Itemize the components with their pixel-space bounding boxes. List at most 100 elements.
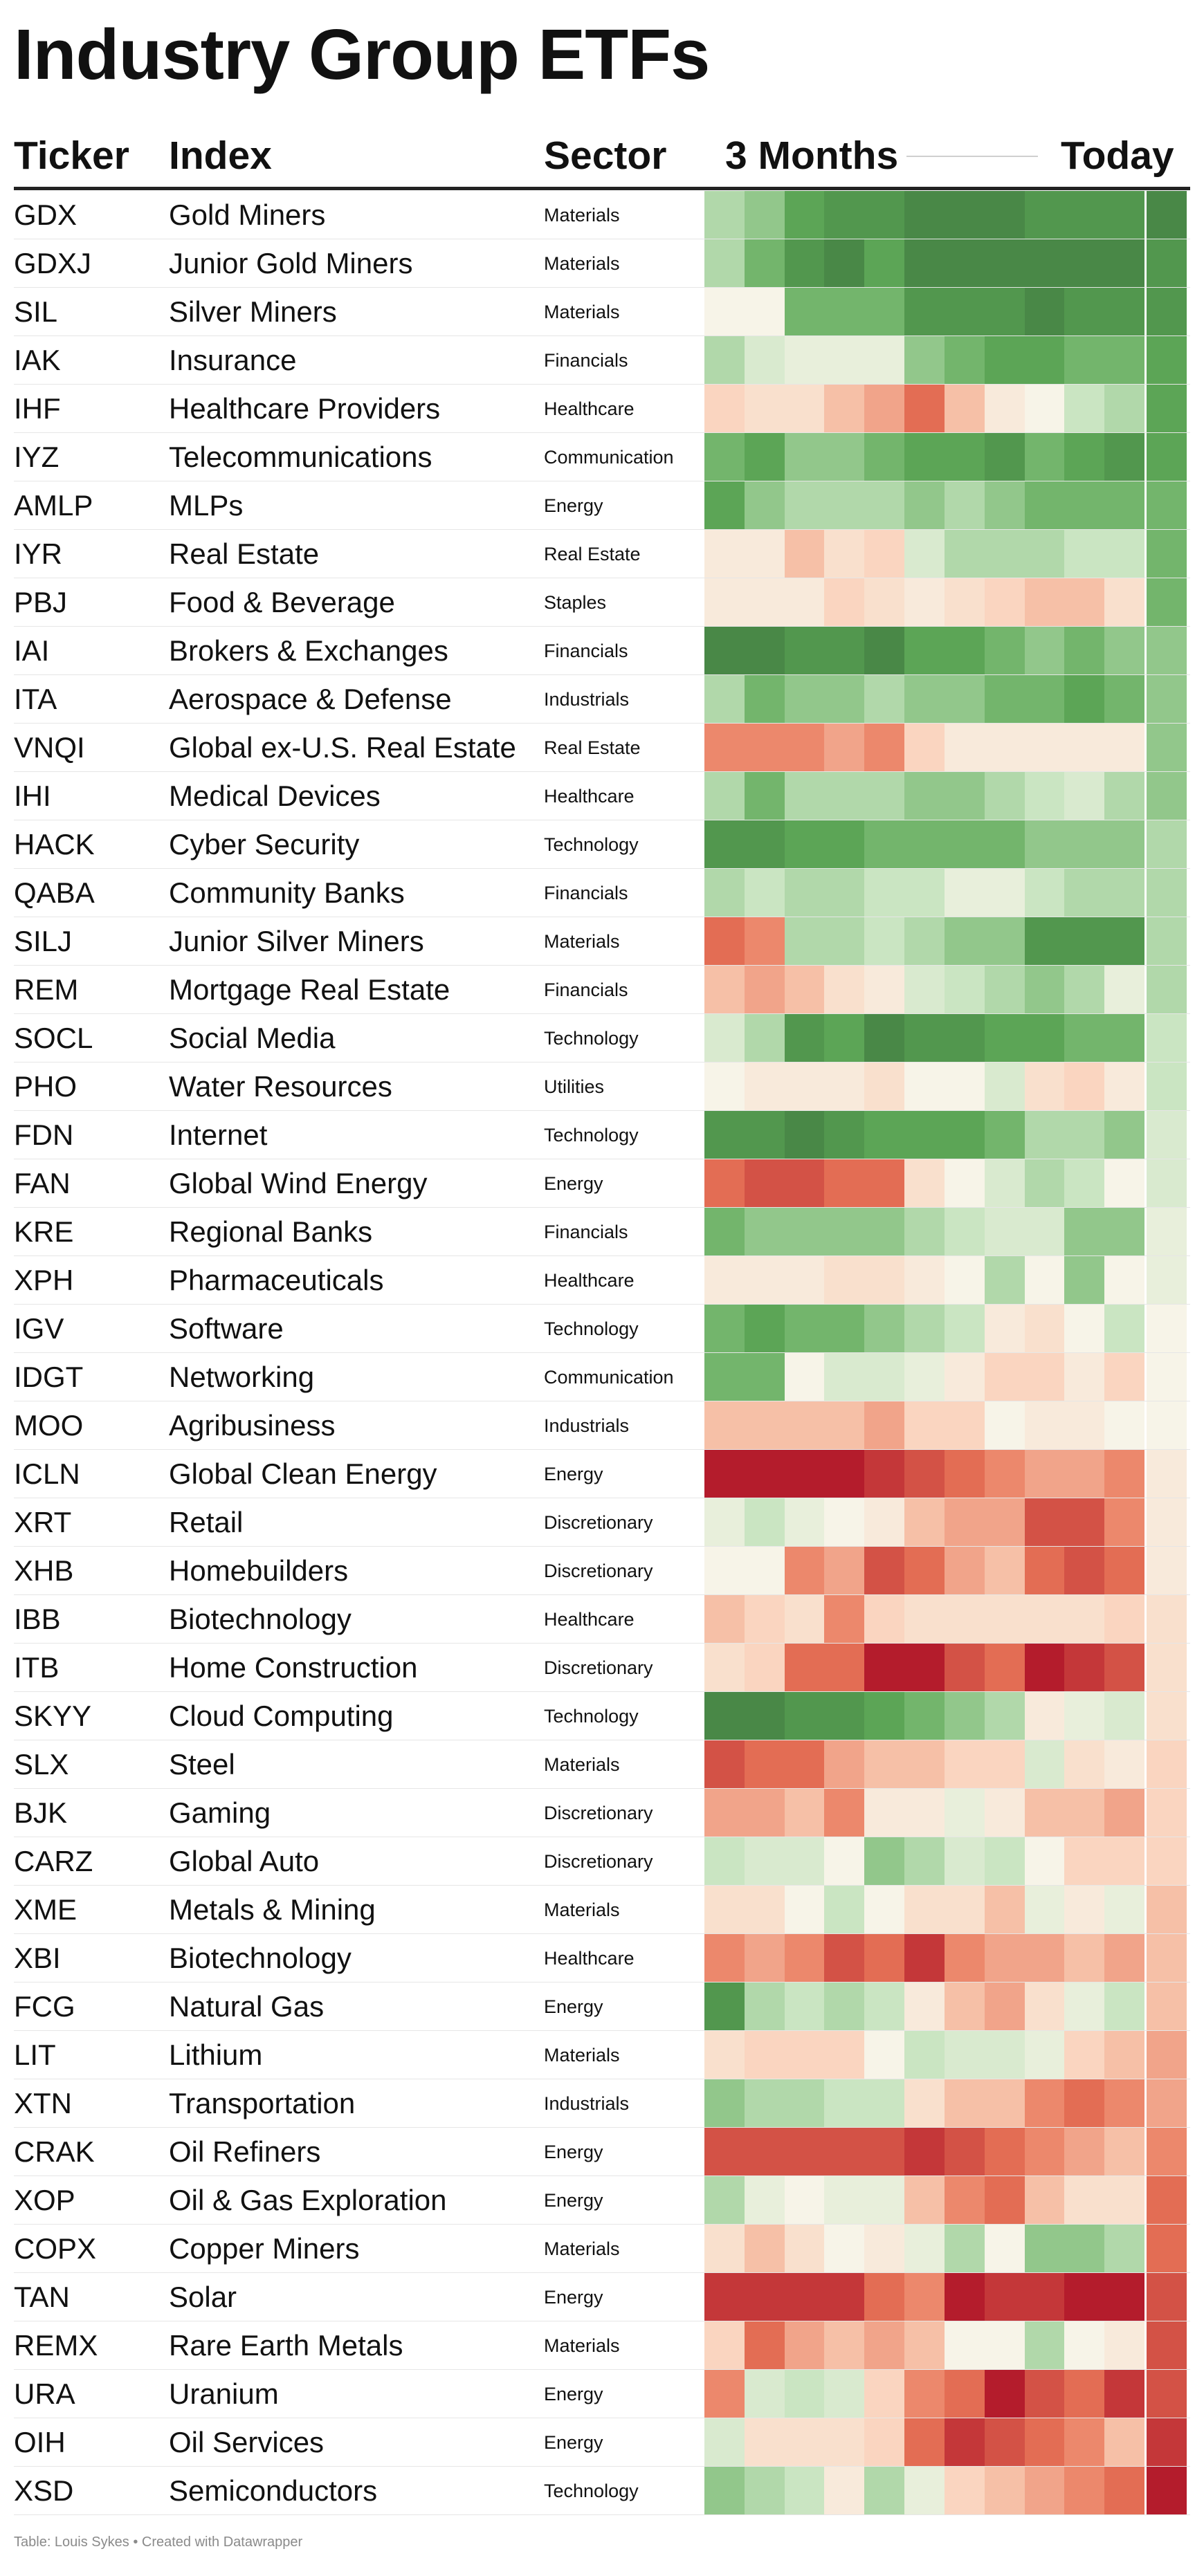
heatmap-cell [944, 1740, 985, 1789]
heatmap-cell [744, 1062, 785, 1111]
ticker-cell: XRT [14, 1506, 72, 1538]
heatmap-cell [984, 1111, 1025, 1159]
heatmap-cell [984, 1837, 1025, 1886]
heatmap-cell [864, 191, 905, 239]
heatmap-cell [864, 1934, 905, 1982]
heatmap-cell [944, 2079, 985, 2128]
heatmap-cell [744, 1547, 785, 1595]
heatmap-cell [704, 627, 745, 675]
sector-cell: Financials [544, 979, 628, 1000]
heatmap-cell [984, 239, 1025, 288]
heatmap-cell [744, 1886, 785, 1934]
row-divider [14, 2127, 1190, 2128]
heatmap-cell [784, 1159, 825, 1208]
table-row: PHO Water Resources Utilities [0, 1062, 1204, 1111]
table-row: XRT Retail Discretionary [0, 1498, 1204, 1547]
heatmap-cell [1147, 627, 1187, 675]
heatmap-cell [704, 1982, 745, 2031]
row-divider [14, 287, 1190, 288]
sector-cell: Healthcare [544, 1948, 635, 1969]
heatmap-strip [704, 2273, 1187, 2321]
heatmap-cell [1064, 1256, 1105, 1305]
heatmap-cell [864, 627, 905, 675]
heatmap-cell [864, 2176, 905, 2225]
heatmap-cell [1104, 2225, 1145, 2273]
heatmap-cell [704, 2128, 745, 2176]
heatmap-cell [824, 1547, 865, 1595]
heatmap-cell [904, 917, 945, 966]
heatmap-cell [1104, 578, 1145, 627]
heatmap-cell [904, 1256, 945, 1305]
table-row: XME Metals & Mining Materials [0, 1886, 1204, 1934]
ticker-cell: URA [14, 2377, 75, 2410]
row-divider [14, 1933, 1190, 1934]
table-row: VNQI Global ex-U.S. Real Estate Real Estat… [0, 724, 1204, 772]
heatmap-cell [1024, 2031, 1065, 2079]
heatmap-cell [1024, 675, 1065, 724]
heatmap-cell [744, 530, 785, 578]
heatmap-cell [944, 724, 985, 772]
heatmap-cell [1104, 2418, 1145, 2467]
table-row: OIH Oil Services Energy [0, 2418, 1204, 2467]
heatmap-cell [984, 2079, 1025, 2128]
heatmap-cell [1147, 966, 1187, 1014]
heatmap-cell [1024, 1740, 1065, 1789]
heatmap-cell [704, 2031, 745, 2079]
heatmap-cell [1024, 1886, 1065, 1934]
heatmap-cell [704, 2176, 745, 2225]
heatmap-cell [744, 1498, 785, 1547]
heatmap-cell [744, 1692, 785, 1740]
heatmap-cell [944, 1111, 985, 1159]
heatmap-cell [744, 191, 785, 239]
heatmap-cell [1064, 481, 1105, 530]
index-cell: Insurance [169, 344, 297, 376]
row-divider [14, 2175, 1190, 2176]
index-cell: Homebuilders [169, 1554, 349, 1587]
table-row: IHI Medical Devices Healthcare [0, 772, 1204, 820]
heatmap-strip [704, 2176, 1187, 2225]
heatmap-cell [824, 2225, 865, 2273]
heatmap-cell [1104, 1014, 1145, 1062]
heatmap-strip [704, 1595, 1187, 1644]
heatmap-cell [864, 1353, 905, 1401]
heatmap-cell [1064, 1111, 1105, 1159]
heatmap-cell [1147, 1208, 1187, 1256]
sector-cell: Technology [544, 2481, 639, 2501]
heatmap-cell [1024, 385, 1065, 433]
table-row: FCG Natural Gas Energy [0, 1982, 1204, 2031]
heatmap-cell [824, 1692, 865, 1740]
index-cell: Retail [169, 1506, 244, 1538]
heatmap-cell [1104, 1982, 1145, 2031]
heatmap-cell [744, 1982, 785, 2031]
sector-cell: Discretionary [544, 1561, 653, 1581]
heatmap-cell [824, 2031, 865, 2079]
heatmap-cell [1147, 1014, 1187, 1062]
sector-cell: Materials [544, 2335, 620, 2356]
sector-cell: Materials [544, 2238, 620, 2259]
heatmap-cell [904, 1062, 945, 1111]
heatmap-cell [904, 1740, 945, 1789]
heatmap-cell [1104, 1547, 1145, 1595]
heatmap-cell [1064, 724, 1105, 772]
ticker-cell: MOO [14, 1409, 84, 1442]
table-row: FDN Internet Technology [0, 1111, 1204, 1159]
heatmap-cell [904, 1837, 945, 1886]
heatmap-cell [944, 1644, 985, 1692]
sector-cell: Financials [544, 641, 628, 661]
index-cell: Uranium [169, 2377, 279, 2410]
header-ticker: Ticker [14, 134, 129, 178]
heatmap-cell [904, 1595, 945, 1644]
heatmap-cell [1104, 820, 1145, 869]
table-row: CRAK Oil Refiners Energy [0, 2128, 1204, 2176]
table-row: BJK Gaming Discretionary [0, 1789, 1204, 1837]
heatmap-cell [864, 2128, 905, 2176]
heatmap-cell [744, 239, 785, 288]
heatmap-cell [944, 2321, 985, 2370]
heatmap-cell [1024, 966, 1065, 1014]
index-cell: Networking [169, 1361, 315, 1393]
heatmap-cell [824, 1305, 865, 1353]
heatmap-cell [984, 2418, 1025, 2467]
table-row: XOP Oil & Gas Exploration Energy [0, 2176, 1204, 2225]
heatmap-strip [704, 917, 1187, 966]
table-row: SILJ Junior Silver Miners Materials [0, 917, 1204, 966]
